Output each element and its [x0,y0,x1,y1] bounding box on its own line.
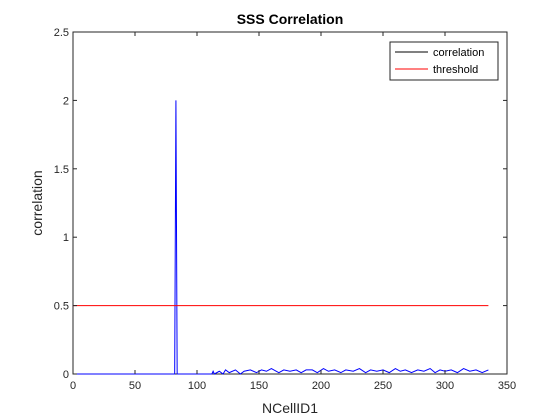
legend-label-correlation: correlation [433,47,484,59]
ticks-layer: 0 50 100 150 200 250 300 350 0 0.5 1 1.5 2 2.5 [54,27,516,392]
series-line-correlation [73,100,489,375]
x-tick-label: 150 [250,380,268,392]
y-tick-label: 0.5 [54,301,69,313]
x-tick-label: 100 [188,380,206,392]
y-tick-label: 1 [63,232,69,244]
legend-label-threshold: threshold [433,64,478,76]
y-tick-label: 2 [63,95,69,107]
x-tick-label: 200 [312,380,330,392]
legend: correlation threshold [389,41,499,81]
x-tick-label: 50 [129,380,141,392]
y-tick-label: 0 [63,369,69,381]
y-tick-label: 2.5 [54,27,69,39]
x-tick-label: 350 [498,380,516,392]
y-axis-label: correlation [29,170,45,235]
x-tick-label: 300 [436,380,454,392]
x-tick-label: 0 [70,380,76,392]
axes-box [72,31,508,375]
legend-box [389,41,499,81]
series-layer [73,100,489,375]
x-axis-label: NCellID1 [262,400,318,416]
chart-title: SSS Correlation [237,11,344,27]
x-tick-label: 250 [374,380,392,392]
y-tick-label: 1.5 [54,164,69,176]
plot-area: 0 50 100 150 200 250 300 350 0 0.5 1 1.5 2 2.5 [54,27,516,392]
